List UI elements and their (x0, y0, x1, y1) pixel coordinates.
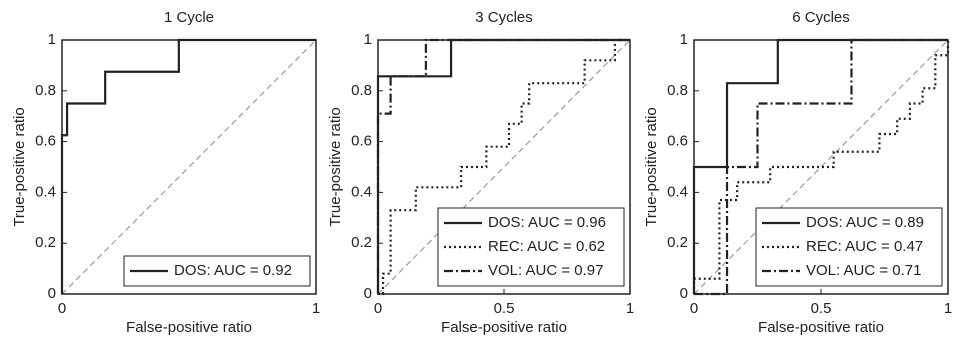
legend-label: VOL: AUC = 0.71 (806, 262, 921, 279)
y-tick-label: 0 (364, 285, 372, 302)
y-tick-label: 0.2 (667, 234, 688, 251)
legend-label: DOS: AUC = 0.96 (488, 214, 606, 231)
x-tick-label: 0 (690, 300, 698, 317)
y-tick-label: 0.2 (351, 234, 372, 251)
x-tick-label: 1 (626, 300, 634, 317)
subplot-title: 3 Cycles (475, 9, 533, 26)
y-tick-label: 0.6 (351, 133, 372, 150)
x-axis-label: False-positive ratio (441, 319, 567, 336)
y-tick-label: 0.4 (667, 183, 688, 200)
y-tick-label: 1 (680, 31, 688, 48)
roc-curve (694, 38, 948, 296)
y-tick-label: 0 (680, 285, 688, 302)
legend-label: REC: AUC = 0.62 (488, 238, 605, 255)
legend-box (437, 207, 625, 287)
roc-curve (692, 40, 950, 294)
subplot-title: 1 Cycle (164, 9, 214, 26)
y-tick-label: 0.6 (667, 133, 688, 150)
legend-box (123, 255, 311, 287)
y-axis-label: True-positive ratio (11, 107, 28, 227)
legend-label: DOS: AUC = 0.92 (174, 262, 292, 279)
x-tick-label: 0.5 (811, 300, 832, 317)
y-axis-label: True-positive ratio (327, 107, 344, 227)
x-tick-label: 1 (944, 300, 952, 317)
y-tick-label: 1 (48, 31, 56, 48)
y-tick-label: 1 (364, 31, 372, 48)
y-tick-label: 0.4 (351, 183, 372, 200)
y-tick-label: 0.8 (351, 82, 372, 99)
x-tick-label: 0 (374, 300, 382, 317)
x-tick-label: 0.5 (494, 300, 515, 317)
subplot-title: 6 Cycles (792, 9, 850, 26)
legend-label: VOL: AUC = 0.97 (488, 262, 603, 279)
legend-label: REC: AUC = 0.47 (806, 238, 923, 255)
y-tick-label: 0 (48, 285, 56, 302)
x-axis-label: False-positive ratio (758, 319, 884, 336)
x-tick-label: 0 (58, 300, 66, 317)
y-tick-label: 0.2 (35, 234, 56, 251)
y-tick-label: 0.6 (35, 133, 56, 150)
axes-frame (377, 39, 631, 295)
y-axis-label: True-positive ratio (643, 107, 660, 227)
x-tick-label: 1 (312, 300, 320, 317)
axes-frame (693, 39, 949, 295)
axes-frame (61, 39, 317, 295)
y-tick-label: 0.8 (35, 82, 56, 99)
x-axis-label: False-positive ratio (126, 319, 252, 336)
roc-curve (60, 38, 316, 294)
y-tick-label: 0.8 (667, 82, 688, 99)
legend-label: DOS: AUC = 0.89 (806, 214, 924, 231)
y-tick-label: 0.4 (35, 183, 56, 200)
